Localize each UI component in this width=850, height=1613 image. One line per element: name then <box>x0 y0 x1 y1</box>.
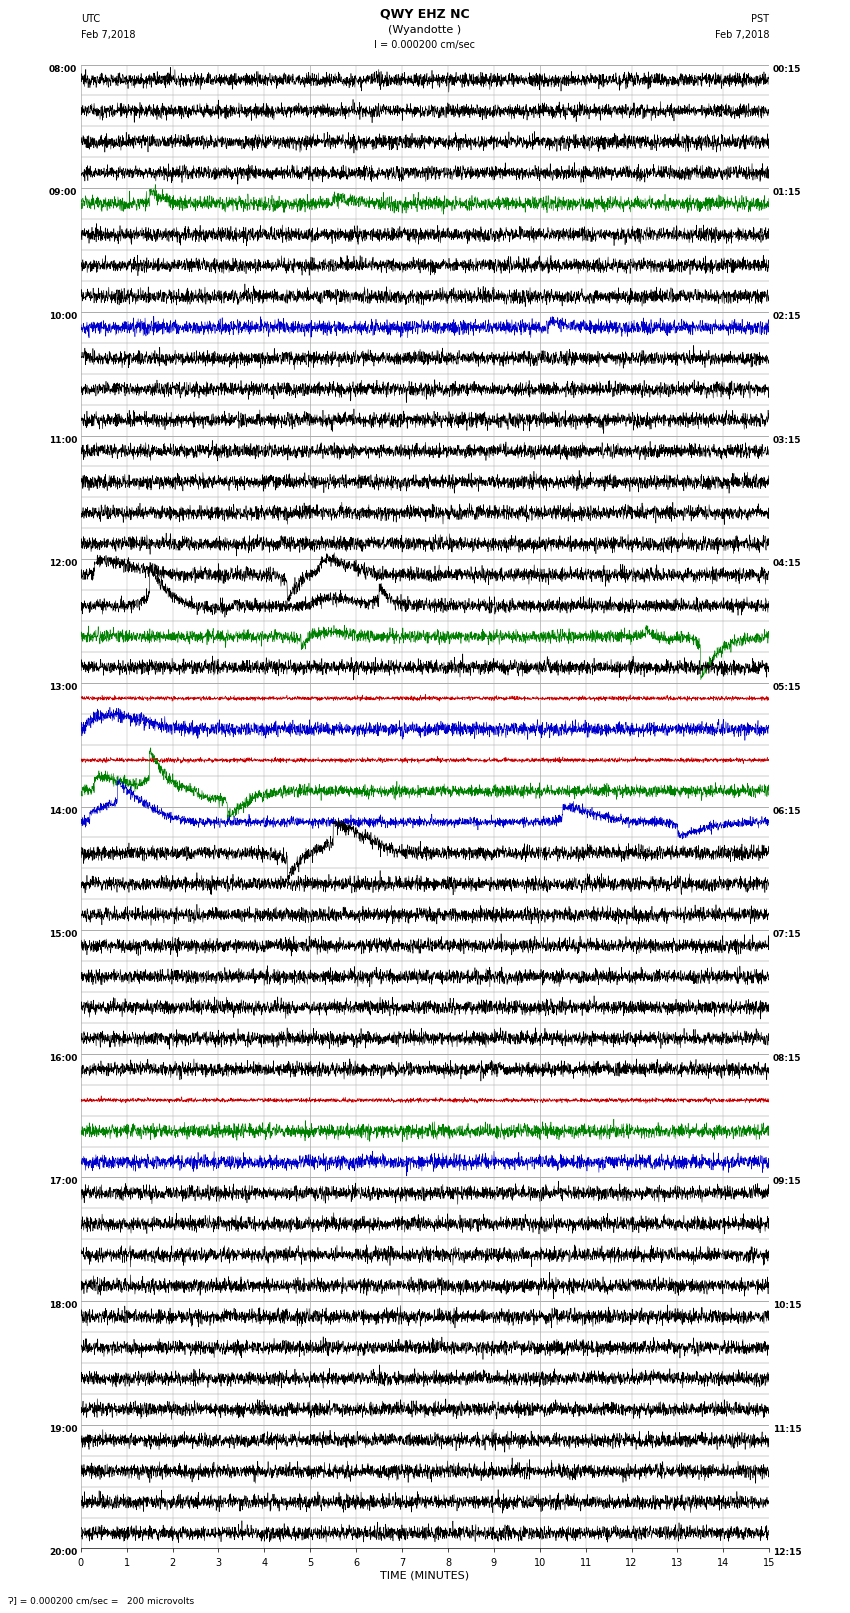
Text: 09:00: 09:00 <box>49 189 77 197</box>
Text: (Wyandotte ): (Wyandotte ) <box>388 26 462 35</box>
Text: 08:15: 08:15 <box>773 1053 802 1063</box>
Text: 08:00: 08:00 <box>49 65 77 74</box>
Text: 12:00: 12:00 <box>49 560 77 568</box>
Text: 07:15: 07:15 <box>773 931 802 939</box>
Text: Feb 7,2018: Feb 7,2018 <box>715 31 769 40</box>
Text: 16:00: 16:00 <box>49 1053 77 1063</box>
Text: 10:15: 10:15 <box>773 1302 802 1310</box>
Text: 03:15: 03:15 <box>773 436 802 445</box>
Text: 19:00: 19:00 <box>48 1424 77 1434</box>
Text: 13:00: 13:00 <box>49 682 77 692</box>
Text: 05:15: 05:15 <box>773 682 802 692</box>
Text: 09:15: 09:15 <box>773 1177 802 1187</box>
Text: 11:15: 11:15 <box>773 1424 802 1434</box>
Text: 11:00: 11:00 <box>49 436 77 445</box>
Text: 15:00: 15:00 <box>49 931 77 939</box>
Text: 14:00: 14:00 <box>48 806 77 816</box>
Text: 01:15: 01:15 <box>773 189 802 197</box>
Text: 20:00: 20:00 <box>49 1548 77 1558</box>
Text: 12:15: 12:15 <box>773 1548 802 1558</box>
Text: Feb 7,2018: Feb 7,2018 <box>81 31 135 40</box>
Text: 02:15: 02:15 <box>773 311 802 321</box>
Text: Ɂ] = 0.000200 cm/sec =   200 microvolts: Ɂ] = 0.000200 cm/sec = 200 microvolts <box>8 1595 195 1605</box>
Text: 18:00: 18:00 <box>49 1302 77 1310</box>
Text: I = 0.000200 cm/sec: I = 0.000200 cm/sec <box>375 40 475 50</box>
Text: UTC: UTC <box>81 15 100 24</box>
Text: 06:15: 06:15 <box>773 806 802 816</box>
X-axis label: TIME (MINUTES): TIME (MINUTES) <box>381 1571 469 1581</box>
Text: QWY EHZ NC: QWY EHZ NC <box>380 8 470 21</box>
Text: 17:00: 17:00 <box>48 1177 77 1187</box>
Text: 00:15: 00:15 <box>773 65 801 74</box>
Text: 10:00: 10:00 <box>49 311 77 321</box>
Text: PST: PST <box>751 15 769 24</box>
Text: 04:15: 04:15 <box>773 560 802 568</box>
